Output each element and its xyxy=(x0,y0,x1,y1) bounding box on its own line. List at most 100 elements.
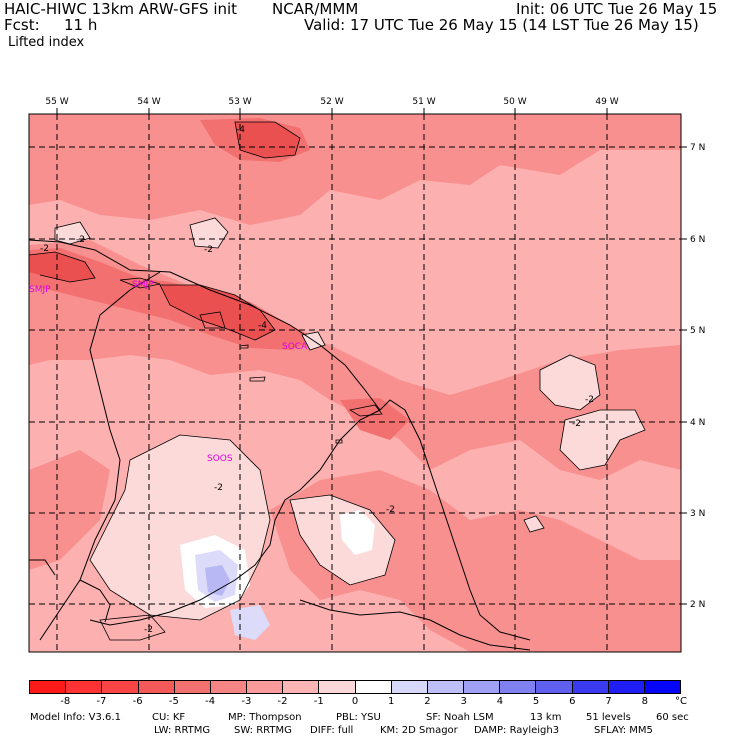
field-region-darker xyxy=(235,122,300,158)
colorbar-cell xyxy=(319,681,356,693)
init-time: Init: 06 UTC Tue 26 May 15 xyxy=(516,0,718,18)
field-region-light xyxy=(560,410,645,470)
colorbar-cell xyxy=(210,681,248,693)
map-frame xyxy=(28,113,682,653)
contour-label: -2 xyxy=(386,505,395,515)
colorbar-cell xyxy=(608,681,645,693)
colorbar-cell xyxy=(138,681,175,693)
lat-label: 7 N xyxy=(690,143,705,153)
field-region-blue-light xyxy=(230,605,270,640)
km-option: KM: 2D Smagor xyxy=(380,725,458,736)
surface-layer-scheme: SFLAY: MM5 xyxy=(594,725,653,736)
colorbar-cell xyxy=(572,681,609,693)
model-title: HAIC-HIWC 13km ARW-GFS init xyxy=(4,0,238,18)
fcst-label: Fcst: xyxy=(4,16,40,34)
lon-label: 53 W xyxy=(228,97,251,107)
colorbar-cell xyxy=(66,681,103,693)
station-label: SOCA xyxy=(282,342,308,352)
colorbar-tick-label: -4 xyxy=(205,696,216,707)
lon-label: 49 W xyxy=(595,97,618,107)
contour-label: -2 xyxy=(572,419,581,429)
colorbar-tick-label: 6 xyxy=(569,696,576,707)
colorbar-tick-label: -6 xyxy=(132,696,143,707)
colorbar-tick-label: -5 xyxy=(168,696,179,707)
station-label: SMJP xyxy=(132,280,154,290)
contour-label: -2 xyxy=(40,244,49,254)
lifted-index-map: 55 W 54 W 53 W 52 W 51 W 50 W 49 W 7 N 6… xyxy=(28,97,705,653)
colorbar-tick-label: 0 xyxy=(351,696,359,707)
colorbar-cell xyxy=(427,681,465,693)
model-info: Model Info: V3.6.1 xyxy=(30,712,121,723)
diffusion-option: DIFF: full xyxy=(310,725,354,736)
colorbar xyxy=(29,680,681,694)
field-region-mid xyxy=(29,114,681,225)
org-label: NCAR/MMM xyxy=(272,0,359,18)
field-region-light xyxy=(540,355,600,410)
lon-label: 50 W xyxy=(503,97,526,107)
longwave-scheme: LW: RRTMG xyxy=(154,725,211,736)
colorbar-cell xyxy=(500,681,537,693)
contour-label: -2 xyxy=(585,395,594,405)
colorbar-tick-label: -1 xyxy=(313,696,324,707)
colorbar-cell xyxy=(391,681,428,693)
lat-label: 5 N xyxy=(690,326,705,336)
pbl-scheme: PBL: YSU xyxy=(336,712,381,723)
field-region-mid xyxy=(29,450,110,570)
colorbar-cells xyxy=(30,681,681,693)
lat-label: 6 N xyxy=(690,235,705,245)
colorbar-tick-label: 5 xyxy=(532,696,540,707)
contour-label: -4 xyxy=(258,321,267,331)
fcst-value: 11 h xyxy=(64,16,98,34)
field-region-darker xyxy=(29,252,95,282)
colorbar-cell xyxy=(102,681,139,693)
damping-option: DAMP: Rayleigh3 xyxy=(474,725,560,736)
coastline-borders xyxy=(29,239,531,651)
colorbar-tick-label: -3 xyxy=(241,696,252,707)
lon-label: 54 W xyxy=(137,97,160,107)
station-label: SOOS xyxy=(207,454,233,464)
field-name: Lifted index xyxy=(8,35,85,50)
surface-scheme: SF: Noah LSM xyxy=(426,712,494,723)
tick-marks xyxy=(56,108,687,605)
vertical-levels: 51 levels xyxy=(586,712,631,723)
colorbar-cell xyxy=(283,681,320,693)
colorbar-tick-label: -7 xyxy=(96,696,107,707)
shortwave-scheme: SW: RRTMG xyxy=(234,725,292,736)
colorbar-cell xyxy=(536,681,573,693)
field-region-white xyxy=(340,510,375,555)
field-region-blue-mid xyxy=(205,565,230,596)
lon-label: 55 W xyxy=(45,97,68,107)
colorbar-tick-label: 4 xyxy=(496,696,504,707)
lon-label: 51 W xyxy=(412,97,435,107)
contour-label: -4 xyxy=(236,125,245,135)
colorbar-cell xyxy=(174,681,211,693)
colorbar-cell xyxy=(30,681,67,693)
contour-label: -2 xyxy=(214,483,223,493)
colorbar-tick-label: -2 xyxy=(277,696,288,707)
colorbar-unit: °C xyxy=(675,696,687,707)
lat-label: 4 N xyxy=(690,418,705,428)
colorbar-tick-label: 8 xyxy=(641,696,648,707)
station-label: SMJP xyxy=(29,285,51,295)
contour-lines xyxy=(29,121,646,641)
contour-label: -2 xyxy=(144,625,153,635)
colorbar-cell xyxy=(247,681,284,693)
resolution: 13 km xyxy=(530,712,562,723)
contour-label: -2 xyxy=(204,245,213,255)
cumulus-scheme: CU: KF xyxy=(152,712,186,723)
field-region-light xyxy=(524,516,544,532)
time-step: 60 sec xyxy=(656,712,689,723)
lat-label: 2 N xyxy=(690,600,705,610)
map-fields xyxy=(29,114,681,652)
lon-label: 52 W xyxy=(320,97,343,107)
colorbar-cell xyxy=(464,681,501,693)
contour-label: -2 xyxy=(76,235,85,245)
colorbar-tick-label: 7 xyxy=(605,696,612,707)
colorbar-tick-label: 2 xyxy=(424,696,431,707)
field-region-light xyxy=(190,218,228,248)
microphysics-scheme: MP: Thompson xyxy=(228,712,302,723)
colorbar-cell xyxy=(355,681,392,693)
colorbar-cell xyxy=(644,681,681,693)
colorbar-tick-label: -8 xyxy=(60,696,71,707)
lat-label: 3 N xyxy=(690,509,705,519)
